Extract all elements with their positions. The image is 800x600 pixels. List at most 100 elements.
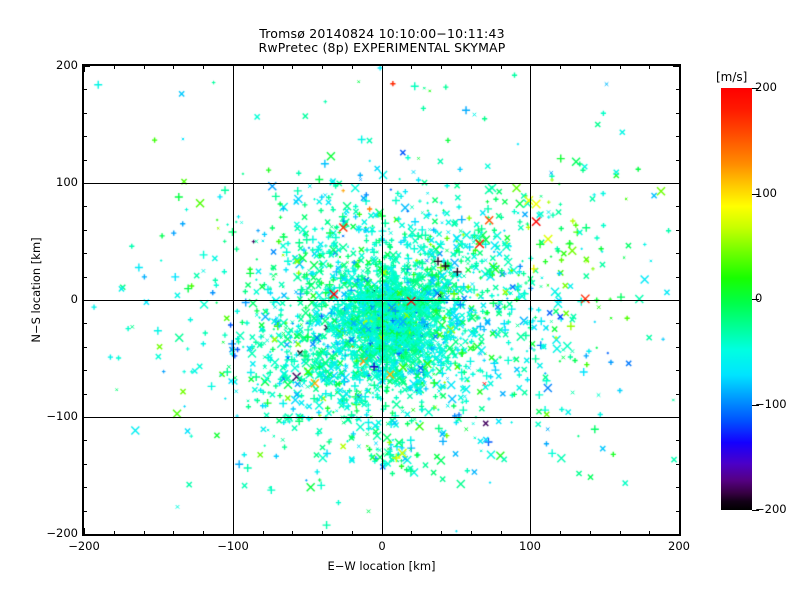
x-tick-top-120 <box>560 64 561 69</box>
colorbar-tick-label--100: −100 <box>755 397 787 411</box>
y-tick-40 <box>82 253 87 254</box>
x-tick-180 <box>649 531 650 536</box>
y-tick-right-80 <box>676 206 681 207</box>
x-tick--140 <box>173 531 174 536</box>
x-tick-top-100 <box>530 64 531 72</box>
chart-title: Tromsø 20140824 10:10:00−10:11:43 RwPret… <box>82 27 682 55</box>
colorbar-tick-label-0: 0 <box>755 291 763 305</box>
y-tick-0 <box>82 300 90 301</box>
x-tick-120 <box>560 531 561 536</box>
y-tick-160 <box>82 113 87 114</box>
y-tick--160 <box>82 487 87 488</box>
y-axis-title: N−S location [km] <box>29 237 43 343</box>
x-tick--20 <box>352 531 353 536</box>
x-tick-top-160 <box>620 64 621 69</box>
y-tick--40 <box>82 347 87 348</box>
y-tick-20 <box>82 277 87 278</box>
x-tick-top--140 <box>173 64 174 69</box>
gridline-y-minus100 <box>84 417 679 418</box>
colorbar-tick-label-200: 200 <box>755 80 777 94</box>
x-tick-top-180 <box>649 64 650 69</box>
y-tick-120 <box>82 160 87 161</box>
x-axis-title: E−W location [km] <box>327 559 436 573</box>
x-tick-60 <box>471 531 472 536</box>
y-tick-180 <box>82 89 87 90</box>
x-tick-top-40 <box>441 64 442 69</box>
y-tick-right--80 <box>676 394 681 395</box>
y-tick-right-0 <box>673 300 681 301</box>
x-tick-40 <box>441 531 442 536</box>
y-tick-right--60 <box>676 370 681 371</box>
y-tick-80 <box>82 206 87 207</box>
x-tick-label--200: −200 <box>68 539 100 553</box>
colorbar-gradient <box>721 88 752 510</box>
x-tick-80 <box>501 531 502 536</box>
y-tick-right--100 <box>673 417 681 418</box>
y-tick-label-200: 200 <box>56 58 78 72</box>
x-tick-top-0 <box>382 64 383 72</box>
x-tick-top--160 <box>144 64 145 69</box>
x-tick-label--100: −100 <box>217 539 249 553</box>
x-tick-top--180 <box>114 64 115 69</box>
x-tick--180 <box>114 531 115 536</box>
y-tick--80 <box>82 394 87 395</box>
x-tick-top--60 <box>292 64 293 69</box>
x-tick-top--200 <box>84 64 85 72</box>
x-tick--160 <box>144 531 145 536</box>
y-tick-200 <box>82 66 90 67</box>
y-tick-right--180 <box>676 511 681 512</box>
y-tick-label-0: 0 <box>70 292 78 306</box>
x-tick-top-80 <box>501 64 502 69</box>
gridline-y-plus100 <box>84 183 679 184</box>
y-tick-right--20 <box>676 323 681 324</box>
x-tick-160 <box>620 531 621 536</box>
y-tick-right--120 <box>676 440 681 441</box>
y-tick-right-100 <box>673 183 681 184</box>
y-tick-right--200 <box>673 534 681 535</box>
x-tick-top--100 <box>233 64 234 72</box>
x-tick-top--20 <box>352 64 353 69</box>
y-tick-label--100: −100 <box>46 409 78 423</box>
x-tick-0 <box>382 528 383 536</box>
y-tick--200 <box>82 534 90 535</box>
x-tick--40 <box>322 531 323 536</box>
x-tick--100 <box>233 528 234 536</box>
colorbar-tick-label--200: −200 <box>755 502 787 516</box>
x-tick-top-200 <box>679 64 680 72</box>
x-tick-100 <box>530 528 531 536</box>
x-tick--60 <box>292 531 293 536</box>
x-tick-label-100: 100 <box>519 539 541 553</box>
x-tick-20 <box>411 531 412 536</box>
y-tick-60 <box>82 230 87 231</box>
x-tick-top-140 <box>590 64 591 69</box>
y-tick--120 <box>82 440 87 441</box>
y-tick-right-140 <box>676 136 681 137</box>
x-tick--120 <box>203 531 204 536</box>
y-tick-right-20 <box>676 277 681 278</box>
y-tick-right--40 <box>676 347 681 348</box>
x-tick-label-200: 200 <box>668 539 690 553</box>
y-tick-right-40 <box>676 253 681 254</box>
colorbar-tick--100 <box>752 405 759 406</box>
x-tick-top-20 <box>411 64 412 69</box>
y-tick-100 <box>82 183 90 184</box>
y-tick--60 <box>82 370 87 371</box>
colorbar-tick-label-100: 100 <box>755 186 777 200</box>
colorbar-tick--200 <box>752 510 759 511</box>
x-tick-top--120 <box>203 64 204 69</box>
y-tick--140 <box>82 464 87 465</box>
y-tick--20 <box>82 323 87 324</box>
y-tick-right-120 <box>676 160 681 161</box>
x-tick-top-60 <box>471 64 472 69</box>
title-line-1: Tromsø 20140824 10:10:00−10:11:43 <box>259 26 505 41</box>
x-tick--200 <box>84 528 85 536</box>
y-tick--100 <box>82 417 90 418</box>
plot-area <box>82 64 681 536</box>
colorbar <box>721 88 752 510</box>
y-tick-label--200: −200 <box>46 526 78 540</box>
y-tick--180 <box>82 511 87 512</box>
x-tick-140 <box>590 531 591 536</box>
x-tick-200 <box>679 528 680 536</box>
title-line-2: RwPretec (8p) EXPERIMENTAL SKYMAP <box>258 40 506 55</box>
y-tick-right--160 <box>676 487 681 488</box>
